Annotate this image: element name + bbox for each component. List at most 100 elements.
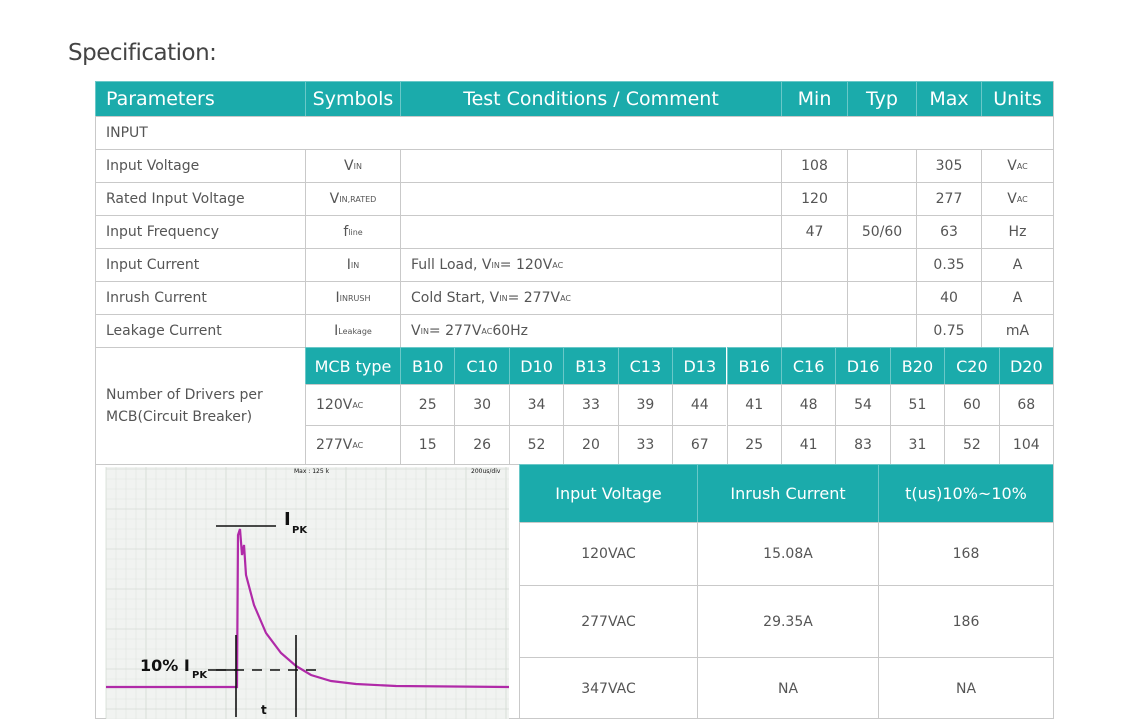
mcb-type: B16 (738, 356, 770, 376)
inrush-cell: 277VAC (519, 585, 697, 657)
mcb-count: 52 (962, 437, 981, 453)
inrush-cell: 168 (878, 522, 1053, 585)
inrush-cell: NA (697, 657, 878, 719)
typ-cell: 50/60 (847, 215, 916, 248)
mcb-type-cell: C10 (454, 347, 509, 384)
symbol-cell: V IN (305, 149, 400, 182)
symbol-sub: IN,RATED (339, 194, 377, 204)
mcb-count: 51 (908, 397, 927, 413)
min: 120 (801, 191, 828, 207)
units-cell: A (981, 248, 1053, 281)
mcb-count-cell: 41 (780, 425, 836, 464)
typ-cell (847, 248, 916, 281)
mcb-count: 33 (636, 437, 655, 453)
max-cell: 305 (916, 149, 981, 182)
units: mA (1005, 323, 1030, 339)
parameter-cell: Leakage Current (95, 314, 305, 347)
units-cell: V AC (981, 182, 1053, 215)
inrush-cell: 347VAC (519, 657, 697, 719)
inrush-value: 186 (952, 613, 980, 630)
inrush-cell: 120VAC (519, 522, 697, 585)
condition-sub: AC (552, 260, 564, 270)
condition-sub: AC (481, 326, 493, 336)
mcb-count: 67 (690, 437, 709, 453)
mcb-count: 41 (745, 397, 764, 413)
mcb-type: B10 (412, 356, 444, 376)
mcb-type: C10 (466, 356, 498, 376)
mcb-count-cell: 54 (835, 384, 890, 425)
min-cell: 108 (781, 149, 847, 182)
mcb-type: D20 (1009, 356, 1043, 376)
symbol: V (344, 158, 354, 174)
mcb-type: B20 (901, 356, 934, 376)
conditions-cell: Cold Start, V IN = 277V AC (400, 281, 781, 314)
mcb-type-cell: D13 (672, 347, 727, 384)
typ-cell (847, 314, 916, 347)
parameter-cell: Rated Input Voltage (95, 182, 305, 215)
mcb-voltage: 277V (316, 437, 353, 453)
mcb-count-cell: 60 (944, 384, 999, 425)
symbol-cell: V IN,RATED (305, 182, 400, 215)
parameter-cell: Input Frequency (95, 215, 305, 248)
mcb-count-cell: 39 (617, 384, 673, 425)
mcb-count-cell: 15 (400, 425, 455, 464)
units-cell: A (981, 281, 1053, 314)
mcb-count-cell: 104 (998, 425, 1053, 464)
mcb-count-cell: 52 (944, 425, 999, 464)
inrush-header: Inrush Current (730, 484, 846, 503)
inrush-value: 347VAC (581, 680, 636, 697)
symbol: I (334, 323, 339, 339)
section-title: INPUT (106, 125, 148, 141)
parameter-cell: Input Voltage (95, 149, 305, 182)
units-sub: AC (1016, 194, 1028, 204)
mcb-count: 83 (854, 437, 872, 453)
mcb-header: MCB type (305, 347, 400, 384)
inrush-cell: 186 (878, 585, 1053, 657)
mcb-count-cell: 31 (889, 425, 945, 464)
parameter: Input Current (106, 257, 200, 273)
min-cell (781, 248, 847, 281)
mcb-type-cell: B10 (400, 347, 455, 384)
max-cell: 40 (916, 281, 981, 314)
mcb-count: 68 (1017, 397, 1036, 413)
header-cell: Parameters (95, 81, 305, 116)
scope-info: 200us/div (471, 468, 501, 475)
max: 305 (935, 158, 963, 174)
mcb-type-cell: D20 (998, 347, 1053, 384)
title: Specification: (68, 40, 217, 66)
units-cell: Hz (981, 215, 1053, 248)
max-cell: 277 (916, 182, 981, 215)
mcb-count-cell: 44 (672, 384, 727, 425)
mcb-type: B13 (575, 356, 607, 376)
max-cell: 0.75 (916, 314, 981, 347)
typ-cell (847, 149, 916, 182)
header-text: Symbols (312, 88, 394, 110)
mcb-count: 54 (854, 397, 872, 413)
waveform-cell: I PK 10% I PK t Max : 125 k 200us/div (95, 464, 519, 719)
mcb-count: 33 (582, 397, 600, 413)
condition-sub: AC (560, 293, 571, 303)
mcb-type: C20 (956, 356, 988, 376)
section-cell: INPUT (95, 116, 1053, 149)
mcb-type: C13 (629, 356, 662, 376)
mcb-count-cell: 51 (889, 384, 945, 425)
typ-cell (847, 281, 916, 314)
inrush-header-cell: t(us)10%~10% (878, 464, 1053, 522)
min: 108 (801, 158, 828, 174)
min-cell (781, 314, 847, 347)
mcb-voltage-cell: 277V AC (305, 425, 400, 464)
typ: 50/60 (861, 224, 903, 240)
max: 277 (935, 191, 963, 207)
mcb-count-cell: 52 (508, 425, 564, 464)
parameter: Leakage Current (106, 323, 222, 339)
symbol-cell: f line (305, 215, 400, 248)
conditions-cell: Full Load, V IN = 120V AC (400, 248, 781, 281)
mcb-count-cell: 25 (726, 425, 781, 464)
symbol: I (335, 290, 340, 306)
mcb-count-cell: 20 (563, 425, 618, 464)
mcb-count: 26 (473, 437, 492, 453)
mcb-label: Number of Drivers per MCB(Circuit Breake… (106, 387, 263, 425)
conditions-cell (400, 215, 781, 248)
mcb-count-cell: 41 (726, 384, 781, 425)
